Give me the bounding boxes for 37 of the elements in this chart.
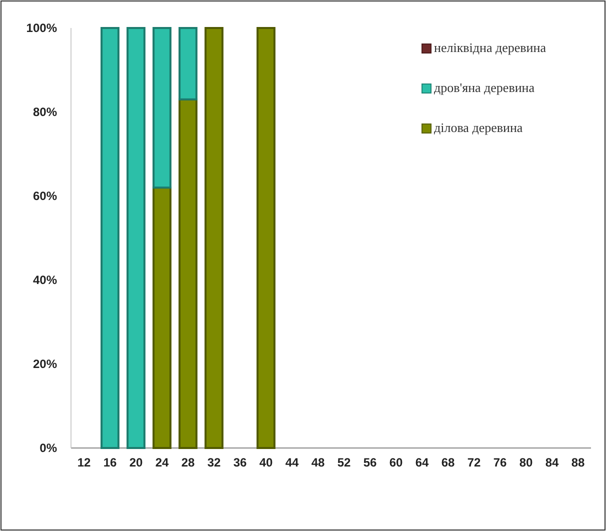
x-tick-label: 60	[389, 456, 403, 470]
x-tick-label: 40	[259, 456, 273, 470]
x-tick-label: 28	[181, 456, 195, 470]
y-tick-label: 100%	[26, 20, 58, 35]
x-tick-label: 32	[207, 456, 221, 470]
x-tick-label: 36	[233, 456, 247, 470]
legend-label: ділова деревина	[434, 120, 523, 135]
bar	[256, 27, 276, 449]
bar	[126, 27, 146, 449]
bar	[152, 27, 172, 189]
x-tick-label: 68	[441, 456, 455, 470]
bar	[204, 27, 224, 449]
x-tick-label: 16	[103, 456, 117, 470]
bar	[178, 98, 198, 449]
x-tick-label: 76	[493, 456, 507, 470]
x-tick-label: 64	[415, 456, 429, 470]
x-tick-label: 72	[467, 456, 481, 470]
legend-label: дров'яна деревина	[434, 80, 535, 95]
y-tick-label: 60%	[32, 188, 58, 203]
x-tick-label: 56	[363, 456, 377, 470]
x-tick-label: 80	[519, 456, 533, 470]
y-tick-label: 20%	[32, 356, 58, 371]
bar	[178, 27, 198, 100]
x-tick-label: 20	[129, 456, 143, 470]
y-tick-label: 80%	[32, 104, 58, 119]
legend-label: неліквідна деревина	[434, 40, 546, 55]
bar	[100, 27, 120, 449]
x-tick-label: 24	[155, 456, 169, 470]
x-tick-label: 84	[545, 456, 559, 470]
y-tick-label: 40%	[32, 272, 58, 287]
x-tick-label: 12	[77, 456, 91, 470]
x-tick-label: 44	[285, 456, 299, 470]
x-tick-label: 52	[337, 456, 351, 470]
x-tick-label: 48	[311, 456, 325, 470]
bar	[152, 186, 172, 449]
y-tick-label: 0%	[40, 440, 58, 455]
x-tick-label: 88	[571, 456, 585, 470]
